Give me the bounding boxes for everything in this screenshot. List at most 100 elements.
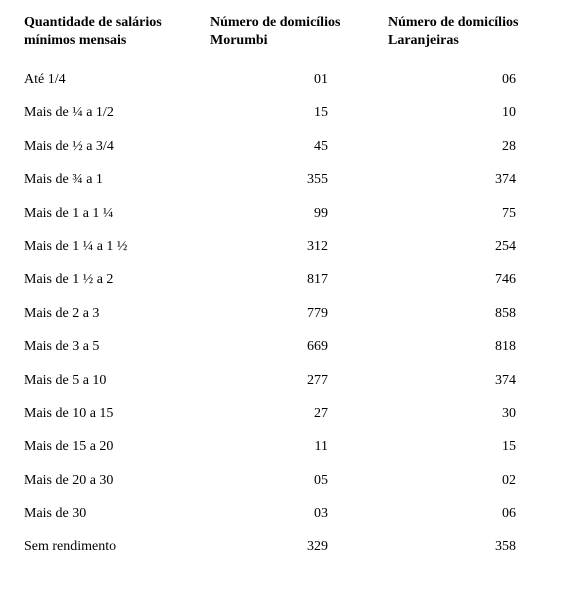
cell-morumbi: 01: [210, 63, 388, 96]
cell-laranjeiras: 818: [388, 330, 556, 363]
table-row: Mais de ¼ a 1/2 15 10: [24, 96, 556, 129]
cell-value: 355: [210, 172, 328, 187]
cell-laranjeiras: 30: [388, 397, 556, 430]
table-row: Mais de ½ a 3/4 45 28: [24, 130, 556, 163]
cell-label: Mais de 15 a 20: [24, 430, 210, 463]
cell-value: 15: [210, 105, 328, 120]
cell-label: Sem rendimento: [24, 530, 210, 563]
cell-morumbi: 11: [210, 430, 388, 463]
col-header-salarios: Quantidade de salários mínimos mensais: [24, 14, 210, 63]
cell-value: 05: [210, 473, 328, 488]
cell-morumbi: 27: [210, 397, 388, 430]
cell-value: 02: [388, 473, 516, 488]
table-row: Mais de ¾ a 1 355 374: [24, 163, 556, 196]
cell-value: 45: [210, 139, 328, 154]
cell-laranjeiras: 06: [388, 63, 556, 96]
cell-laranjeiras: 374: [388, 163, 556, 196]
cell-value: 358: [388, 539, 516, 554]
cell-morumbi: 329: [210, 530, 388, 563]
cell-laranjeiras: 75: [388, 197, 556, 230]
cell-morumbi: 03: [210, 497, 388, 530]
cell-morumbi: 45: [210, 130, 388, 163]
col-header-line: Morumbi: [210, 32, 388, 50]
cell-morumbi: 15: [210, 96, 388, 129]
cell-value: 669: [210, 339, 328, 354]
table-row: Mais de 10 a 15 27 30: [24, 397, 556, 430]
cell-value: 254: [388, 239, 516, 254]
col-header-line: Laranjeiras: [388, 32, 556, 50]
cell-label: Mais de 1 ¼ a 1 ½: [24, 230, 210, 263]
cell-value: 746: [388, 272, 516, 287]
cell-value: 858: [388, 306, 516, 321]
col-header-laranjeiras: Número de domicílios Laranjeiras: [388, 14, 556, 63]
table-row: Mais de 20 a 30 05 02: [24, 464, 556, 497]
col-header-line: Número de domicílios: [210, 14, 388, 32]
cell-label: Mais de ¾ a 1: [24, 163, 210, 196]
table-row: Sem rendimento 329 358: [24, 530, 556, 563]
cell-morumbi: 817: [210, 263, 388, 296]
cell-laranjeiras: 358: [388, 530, 556, 563]
table-row: Mais de 3 a 5 669 818: [24, 330, 556, 363]
cell-value: 277: [210, 373, 328, 388]
cell-morumbi: 312: [210, 230, 388, 263]
cell-label: Mais de 2 a 3: [24, 297, 210, 330]
table-row: Mais de 15 a 20 11 15: [24, 430, 556, 463]
cell-laranjeiras: 254: [388, 230, 556, 263]
cell-morumbi: 99: [210, 197, 388, 230]
cell-value: 06: [388, 72, 516, 87]
table-row: Mais de 1 a 1 ¼ 99 75: [24, 197, 556, 230]
cell-value: 06: [388, 506, 516, 521]
cell-value: 11: [210, 439, 328, 454]
data-table: Quantidade de salários mínimos mensais N…: [24, 14, 556, 564]
cell-value: 99: [210, 206, 328, 221]
col-header-line: Número de domicílios: [388, 14, 556, 32]
table-row: Mais de 30 03 06: [24, 497, 556, 530]
cell-value: 374: [388, 172, 516, 187]
table-row: Mais de 1 ¼ a 1 ½ 312 254: [24, 230, 556, 263]
cell-laranjeiras: 746: [388, 263, 556, 296]
cell-morumbi: 779: [210, 297, 388, 330]
cell-value: 30: [388, 406, 516, 421]
salary-households-table: Quantidade de salários mínimos mensais N…: [0, 0, 580, 564]
cell-laranjeiras: 06: [388, 497, 556, 530]
cell-value: 817: [210, 272, 328, 287]
cell-laranjeiras: 374: [388, 364, 556, 397]
cell-label: Mais de ¼ a 1/2: [24, 96, 210, 129]
cell-value: 779: [210, 306, 328, 321]
cell-value: 329: [210, 539, 328, 554]
cell-value: 27: [210, 406, 328, 421]
cell-label: Mais de 1 a 1 ¼: [24, 197, 210, 230]
cell-morumbi: 669: [210, 330, 388, 363]
col-header-line: mínimos mensais: [24, 32, 210, 50]
cell-laranjeiras: 28: [388, 130, 556, 163]
cell-value: 03: [210, 506, 328, 521]
cell-label: Até 1/4: [24, 63, 210, 96]
cell-value: 818: [388, 339, 516, 354]
cell-value: 15: [388, 439, 516, 454]
col-header-morumbi: Número de domicílios Morumbi: [210, 14, 388, 63]
cell-laranjeiras: 858: [388, 297, 556, 330]
cell-label: Mais de 1 ½ a 2: [24, 263, 210, 296]
cell-label: Mais de 3 a 5: [24, 330, 210, 363]
table-body: Até 1/4 01 06 Mais de ¼ a 1/2 15 10 Mais…: [24, 63, 556, 564]
cell-label: Mais de 10 a 15: [24, 397, 210, 430]
cell-value: 312: [210, 239, 328, 254]
cell-label: Mais de ½ a 3/4: [24, 130, 210, 163]
table-header-row: Quantidade de salários mínimos mensais N…: [24, 14, 556, 63]
cell-value: 374: [388, 373, 516, 388]
cell-morumbi: 277: [210, 364, 388, 397]
cell-morumbi: 05: [210, 464, 388, 497]
cell-morumbi: 355: [210, 163, 388, 196]
table-row: Mais de 2 a 3 779 858: [24, 297, 556, 330]
col-header-line: Quantidade de salários: [24, 14, 210, 32]
cell-label: Mais de 30: [24, 497, 210, 530]
cell-label: Mais de 5 a 10: [24, 364, 210, 397]
table-row: Até 1/4 01 06: [24, 63, 556, 96]
cell-value: 10: [388, 105, 516, 120]
cell-value: 28: [388, 139, 516, 154]
cell-laranjeiras: 10: [388, 96, 556, 129]
cell-label: Mais de 20 a 30: [24, 464, 210, 497]
table-row: Mais de 5 a 10 277 374: [24, 364, 556, 397]
cell-laranjeiras: 15: [388, 430, 556, 463]
table-row: Mais de 1 ½ a 2 817 746: [24, 263, 556, 296]
